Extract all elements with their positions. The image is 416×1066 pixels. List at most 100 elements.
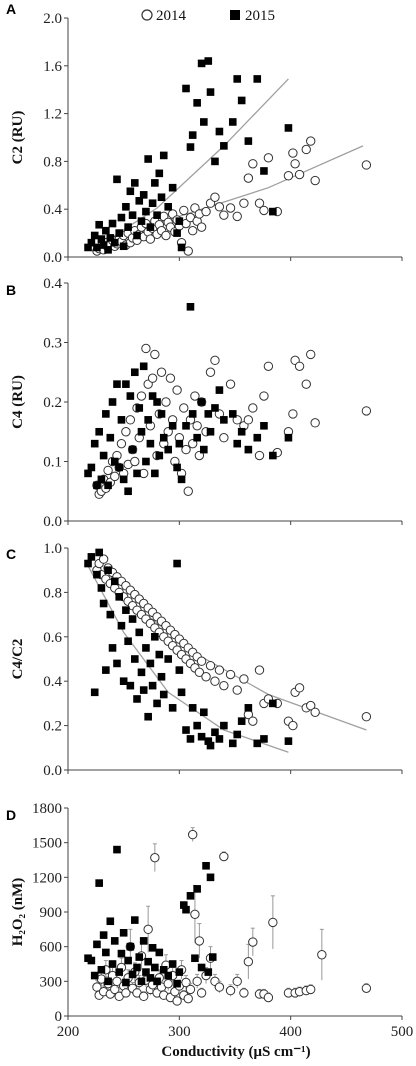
point-2014 (306, 984, 316, 995)
panel-C: C C4/C2 0.0 0.2 0.4 0.6 0.8 1.0 (6, 541, 403, 779)
point-2015 (173, 463, 181, 472)
point-2015 (206, 873, 215, 882)
point-2015 (93, 570, 101, 579)
point-2015 (137, 668, 146, 677)
point-2015 (90, 971, 99, 980)
point-2015 (142, 644, 150, 652)
point-2015 (95, 879, 103, 887)
point-2015 (215, 386, 224, 394)
point-2015 (159, 151, 168, 160)
y-tick-label: 0.3 (43, 336, 62, 352)
point-2015 (220, 142, 228, 150)
point-2014 (103, 465, 113, 476)
y-axis-label: C4/C2 (10, 639, 26, 680)
y-tick-label: 0.0 (43, 763, 62, 779)
x-tick-label: 500 (391, 1024, 414, 1040)
point-2015 (168, 704, 177, 712)
point-2015 (115, 593, 124, 601)
point-2014 (210, 192, 220, 202)
point-2014 (190, 909, 200, 920)
point-2014 (306, 136, 316, 146)
point-2015 (204, 737, 213, 745)
point-2015 (124, 223, 132, 231)
point-2015 (144, 155, 152, 163)
point-2015 (87, 956, 96, 965)
panel-A: A C2 (RU) 0.0 0.4 0.8 1.2 1.6 2.0 (6, 1, 403, 266)
point-2015 (146, 223, 155, 231)
legend-marker-2014 (141, 9, 153, 21)
point-2015 (260, 167, 268, 175)
point-2015 (142, 968, 150, 976)
point-2015 (119, 929, 128, 937)
point-2015 (173, 559, 181, 568)
point-2015 (84, 559, 92, 568)
point-2014 (163, 978, 173, 989)
point-2015 (220, 416, 228, 424)
point-2014 (317, 950, 327, 960)
point-2014 (263, 361, 274, 371)
point-2015 (157, 672, 166, 681)
point-2015 (122, 203, 130, 211)
point-2014 (306, 349, 316, 360)
point-2015 (108, 219, 117, 228)
point-2015 (108, 644, 117, 652)
point-2015 (104, 977, 112, 986)
point-2015 (188, 410, 197, 418)
point-2015 (164, 203, 172, 211)
point-2015 (153, 699, 161, 708)
point-2014 (205, 660, 216, 671)
point-2015 (110, 937, 119, 945)
point-2014 (361, 406, 372, 416)
point-2014 (263, 992, 274, 1003)
point-2014 (239, 674, 249, 684)
point-2014 (190, 391, 200, 401)
point-2014 (232, 685, 242, 695)
point-2014 (214, 982, 225, 992)
point-2014 (254, 665, 265, 675)
point-2015 (244, 704, 253, 712)
point-2015 (186, 892, 195, 900)
point-2014 (232, 211, 242, 222)
point-2014 (187, 829, 198, 840)
legend: 2014 2015 (141, 8, 275, 24)
point-2014 (219, 210, 229, 220)
point-2015 (146, 974, 155, 982)
point-2015 (164, 445, 172, 454)
point-2014 (361, 160, 372, 170)
point-2015 (155, 948, 164, 957)
point-2015 (137, 217, 146, 225)
point-2014 (172, 385, 182, 395)
point-2015 (133, 231, 141, 240)
y-tick-label: 1200 (32, 870, 62, 886)
point-2015 (90, 439, 99, 448)
point-2015 (211, 404, 219, 412)
point-2014 (136, 391, 147, 401)
point-2014 (192, 421, 202, 431)
x-axis-label: Conductivity (μS cm⁻¹) (161, 1044, 310, 1060)
point-2015 (260, 735, 268, 743)
point-2014 (225, 379, 236, 389)
point-2015 (164, 655, 172, 663)
point-2015 (204, 968, 213, 976)
point-2014 (232, 976, 242, 987)
point-2015 (173, 979, 181, 988)
point-2015 (106, 917, 115, 926)
point-2015 (144, 957, 152, 966)
point-2014 (248, 403, 258, 413)
point-2014 (150, 349, 160, 360)
point-2014 (288, 720, 298, 731)
point-2014 (239, 198, 249, 208)
point-2014 (165, 373, 176, 383)
point-2015 (104, 246, 112, 254)
point-2015 (106, 433, 115, 442)
point-2014 (172, 996, 182, 1006)
point-2014 (294, 683, 305, 693)
point-2015 (151, 963, 159, 972)
point-2015 (113, 175, 121, 184)
point-2014 (145, 234, 156, 244)
point-2015 (122, 978, 130, 987)
point-2014 (141, 343, 151, 354)
point-2015 (126, 187, 135, 196)
point-2015 (186, 735, 195, 743)
